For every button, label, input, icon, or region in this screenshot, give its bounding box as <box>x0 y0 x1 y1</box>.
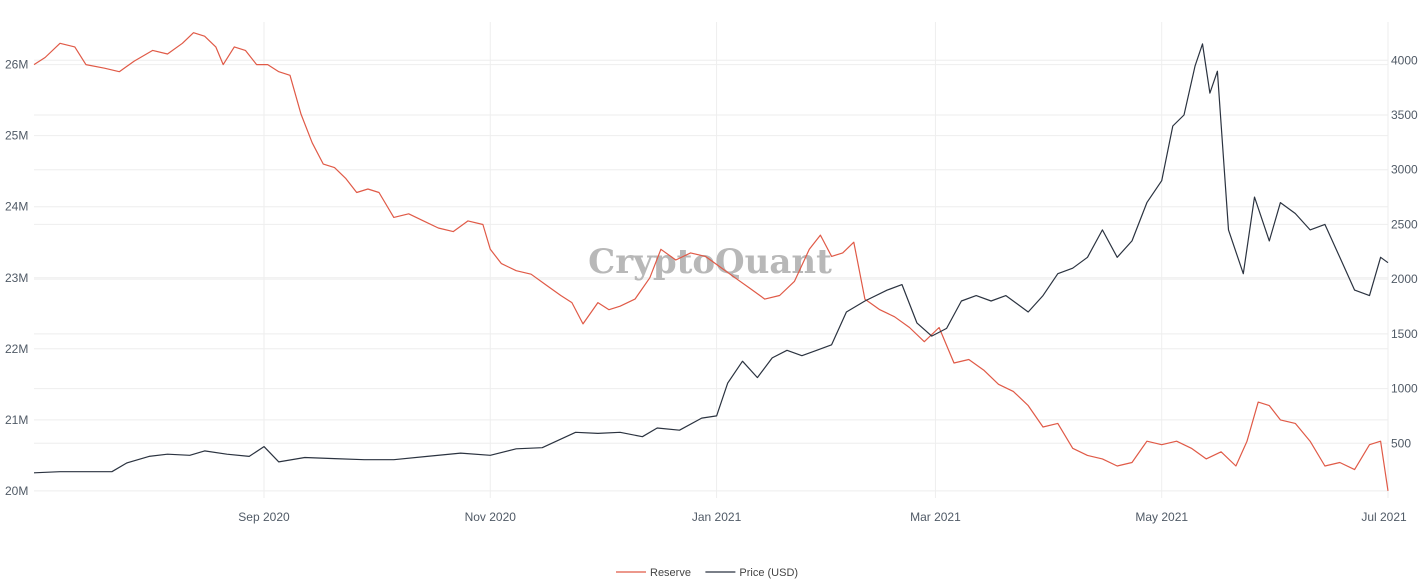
series-line-reserve <box>33 32 1389 491</box>
y-right-tick-label: 2000 <box>1391 272 1418 286</box>
x-tick-label: May 2021 <box>1135 510 1188 524</box>
y-left-tick-label: 24M <box>5 200 28 214</box>
y-right-tick-label: 3000 <box>1391 163 1418 177</box>
x-tick-label: Jul 2021 <box>1361 510 1407 524</box>
x-tick-label: Sep 2020 <box>238 510 290 524</box>
y-left-tick-label: 22M <box>5 342 28 356</box>
y-left-tick-label: 25M <box>5 129 28 143</box>
y-right-tick-label: 1000 <box>1391 382 1418 396</box>
legend-item[interactable]: Price (USD) <box>705 567 798 579</box>
tick-labels: Sep 2020 Nov 2020 Jan 2021 Mar 2021 May 2021… <box>5 53 1418 524</box>
legend[interactable]: Reserve Price (USD) <box>616 567 798 579</box>
grid-lines <box>34 22 1389 498</box>
x-tick-label: Jan 2021 <box>692 510 742 524</box>
y-left-tick-label: 23M <box>5 271 28 285</box>
watermark: CryptoQuant <box>588 242 832 282</box>
y-right-tick-label: 4000 <box>1391 53 1418 67</box>
legend-item[interactable]: Reserve <box>616 567 691 579</box>
y-left-tick-label: 26M <box>5 58 28 72</box>
legend-label: Reserve <box>650 567 691 579</box>
y-right-tick-label: 3500 <box>1391 108 1418 122</box>
series-lines <box>33 32 1389 491</box>
y-left-tick-label: 21M <box>5 413 28 427</box>
y-right-tick-label: 1500 <box>1391 327 1418 341</box>
x-tick-label: Nov 2020 <box>465 510 517 524</box>
y-right-tick-label: 2500 <box>1391 217 1418 231</box>
y-right-tick-label: 500 <box>1391 436 1411 450</box>
series-line-price-usd <box>33 43 1389 474</box>
legend-label: Price (USD) <box>739 567 798 579</box>
x-tick-label: Mar 2021 <box>910 510 961 524</box>
y-left-tick-label: 20M <box>5 484 28 498</box>
